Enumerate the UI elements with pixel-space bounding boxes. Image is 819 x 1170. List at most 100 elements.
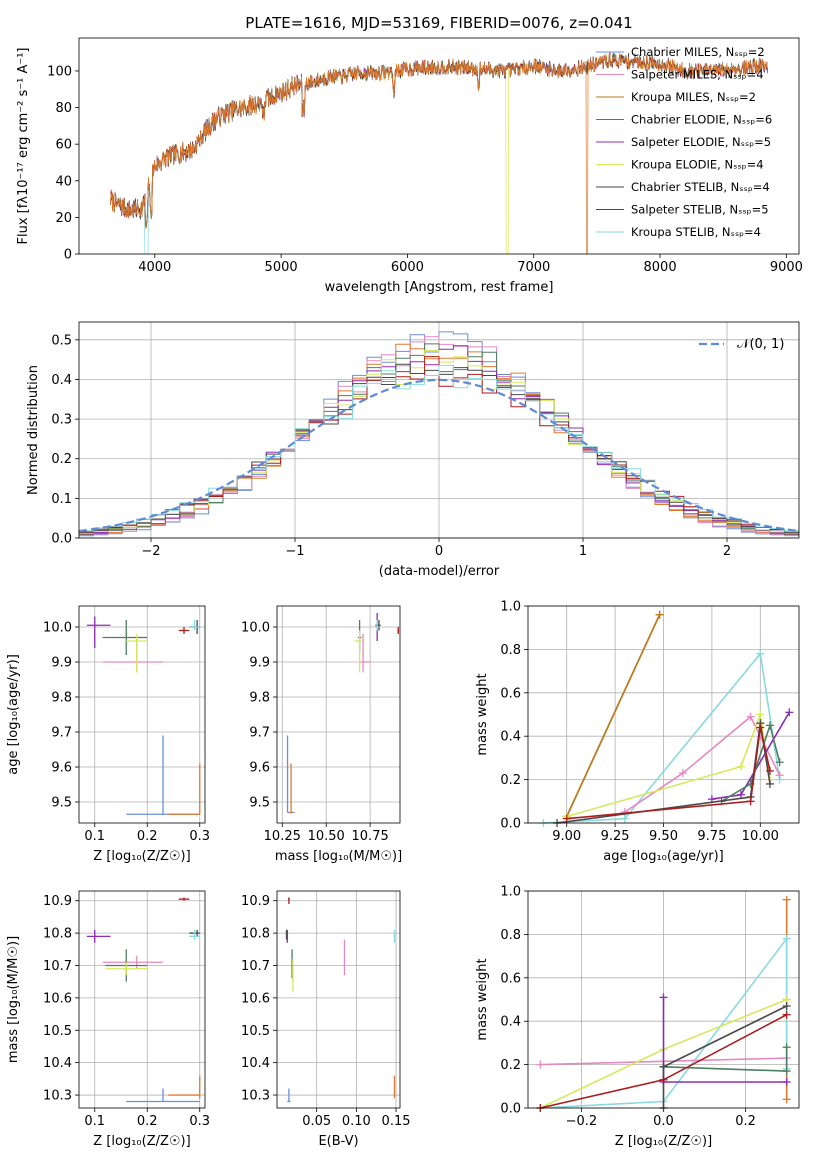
y-tick-label: 10.6: [43, 991, 72, 1006]
x-tick-label: −0.2: [566, 1114, 598, 1129]
x-tick-label: 9.75: [697, 829, 726, 844]
x-tick-label: 1: [579, 544, 587, 559]
axes-weight-vs-age: 9.00 9.25 9.50 9.75 10.00 0.0 0.2 0.4 0.6 0.8 1.0 a…: [475, 600, 800, 864]
x-tick-label: 10.25: [264, 829, 301, 844]
y-tick-label: 10.5: [43, 1024, 72, 1039]
axes-mass-vs-EBV: 0.05 0.10 0.15 10.3 10.4 10.5 10.6 10.7 10.8 10.9…: [241, 890, 411, 1149]
legend-entry: Salpeter ELODIE, Nₛₛₚ=5: [631, 135, 771, 149]
y-tick-label: 0.0: [500, 1102, 521, 1117]
y-tick-label: 9.5: [249, 796, 270, 811]
y-tick-label: 10.4: [43, 1056, 72, 1071]
x-axis-label: Z [log₁₀(Z/Z☉)]: [93, 849, 190, 864]
x-tick-label: 0.2: [735, 1114, 756, 1129]
y-tick-label: 10.3: [241, 1089, 270, 1104]
y-tick-label: 20: [55, 211, 72, 226]
x-tick-label: 0.2: [137, 829, 158, 844]
y-tick-label: 10.7: [241, 959, 270, 974]
y-tick-label: 0.4: [51, 373, 72, 388]
x-tick-label: 9.25: [601, 829, 630, 844]
y-tick-label: 10.7: [43, 959, 72, 974]
y-tick-label: 10.9: [43, 894, 72, 909]
y-tick-label: 0.3: [51, 413, 72, 428]
y-tick-label: 0.6: [500, 686, 521, 701]
x-tick-label: 0.10: [342, 1114, 371, 1129]
y-tick-label: 1.0: [500, 885, 521, 900]
y-tick-label: 0.2: [51, 452, 72, 467]
y-tick-label: 9.7: [249, 726, 270, 741]
y-tick-label: 9.7: [51, 726, 72, 741]
axes-age-vs-mass: 10.25 10.50 10.75 9.5 9.6 9.7 9.8 9.9 10.0 mass […: [241, 605, 402, 864]
axes-frame: [527, 890, 800, 1109]
x-tick-label: 7000: [517, 260, 550, 275]
y-tick-label: 100: [47, 64, 72, 79]
x-tick-label: 0.3: [189, 1114, 210, 1129]
weight-line-chabrier_elodie: [721, 722, 781, 802]
x-tick-label: 9.50: [649, 829, 678, 844]
y-tick-label: 80: [55, 101, 72, 116]
x-tick-label: 10.75: [352, 829, 389, 844]
x-tick-label: 0.1: [84, 829, 105, 844]
histogram-kroupa_elodie: [78, 350, 799, 538]
x-tick-label: 8000: [644, 260, 677, 275]
y-axis-label: age [log₁₀(age/yr)]: [6, 654, 21, 775]
x-tick-label: 10.00: [742, 829, 779, 844]
x-tick-label: 0.2: [137, 1114, 158, 1129]
axes-frame: [78, 890, 206, 1109]
y-tick-label: 9.6: [51, 761, 72, 776]
y-tick-label: 0.8: [500, 928, 521, 943]
y-tick-label: 10.5: [241, 1024, 270, 1039]
y-tick-label: 10.3: [43, 1089, 72, 1104]
y-tick-label: 10.4: [241, 1056, 270, 1071]
axes-mass-vs-Z: 0.1 0.2 0.3 10.3 10.4 10.5 10.6 10.7 10.8 10.9 Z […: [6, 890, 210, 1149]
y-tick-label: 0.4: [500, 730, 521, 745]
y-axis-label: mass weight: [475, 958, 490, 1040]
y-tick-label: 60: [55, 138, 72, 153]
x-axis-label: Z [log₁₀(Z/Z☉)]: [615, 1134, 712, 1149]
axes-frame: [78, 321, 800, 539]
x-axis-label: age [log₁₀(age/yr)]: [603, 849, 724, 864]
y-tick-label: 0.8: [500, 643, 521, 658]
y-tick-label: 0: [64, 248, 72, 263]
normal-curve: [78, 378, 800, 533]
x-axis-label: (data-model)/error: [379, 564, 500, 579]
legend-entry: Kroupa MILES, Nₛₛₚ=2: [631, 90, 756, 104]
axes-frame: [78, 37, 800, 255]
x-axis-label: E(B-V): [318, 1134, 358, 1149]
legend-entry: 𝒩(0, 1): [737, 337, 784, 352]
histogram-kroupa_stelib: [78, 364, 799, 538]
x-tick-label: −1: [285, 544, 304, 559]
x-tick-label: 2: [723, 544, 731, 559]
y-tick-label: 0.2: [500, 1058, 521, 1073]
x-tick-label: 0.15: [382, 1114, 411, 1129]
y-tick-label: 9.8: [51, 691, 72, 706]
x-tick-label: −2: [141, 544, 160, 559]
x-tick-label: 6000: [391, 260, 424, 275]
axes-frame: [78, 605, 206, 824]
y-tick-label: 40: [55, 174, 72, 189]
axes-spectrum: 4000 5000 6000 7000 8000 9000 0 20 40 60 80 100 wave…: [16, 14, 803, 295]
legend-entry: Kroupa STELIB, Nₛₛₚ=4: [631, 225, 761, 239]
y-tick-label: 9.9: [249, 656, 270, 671]
x-axis-label: mass [log₁₀(M/M☉)]: [275, 849, 402, 864]
x-tick-label: 10.50: [308, 829, 345, 844]
y-tick-label: 10.6: [241, 991, 270, 1006]
weight-line-salpeter_stelib: [566, 727, 771, 820]
y-axis-label: mass [log₁₀(M/M☉)]: [6, 936, 21, 1063]
y-tick-label: 0.6: [500, 971, 521, 986]
x-tick-label: 4000: [138, 260, 171, 275]
y-tick-label: 10.0: [43, 621, 72, 636]
x-tick-label: 0: [435, 544, 443, 559]
axes-age-vs-Z: 0.1 0.2 0.3 9.5 9.6 9.7 9.8 9.9 10.0 Z [log₁₀(Z/Z…: [6, 605, 210, 864]
spectrum-line-orange: [110, 52, 768, 254]
y-axis-label: Normed distribution: [26, 365, 41, 495]
y-tick-label: 9.5: [51, 796, 72, 811]
x-tick-label: 9000: [770, 260, 803, 275]
y-tick-label: 10.8: [43, 927, 72, 942]
x-tick-label: 0.0: [653, 1114, 674, 1129]
y-tick-label: 10.0: [241, 621, 270, 636]
y-tick-label: 0.1: [51, 492, 72, 507]
axes-weight-vs-Z: −0.2 0.0 0.2 0.0 0.2 0.4 0.6 0.8 1.0 Z [log₁₀(Z/Z…: [475, 885, 800, 1149]
weight-line-kroupa_miles: [565, 614, 661, 817]
y-tick-label: 10.9: [241, 894, 270, 909]
